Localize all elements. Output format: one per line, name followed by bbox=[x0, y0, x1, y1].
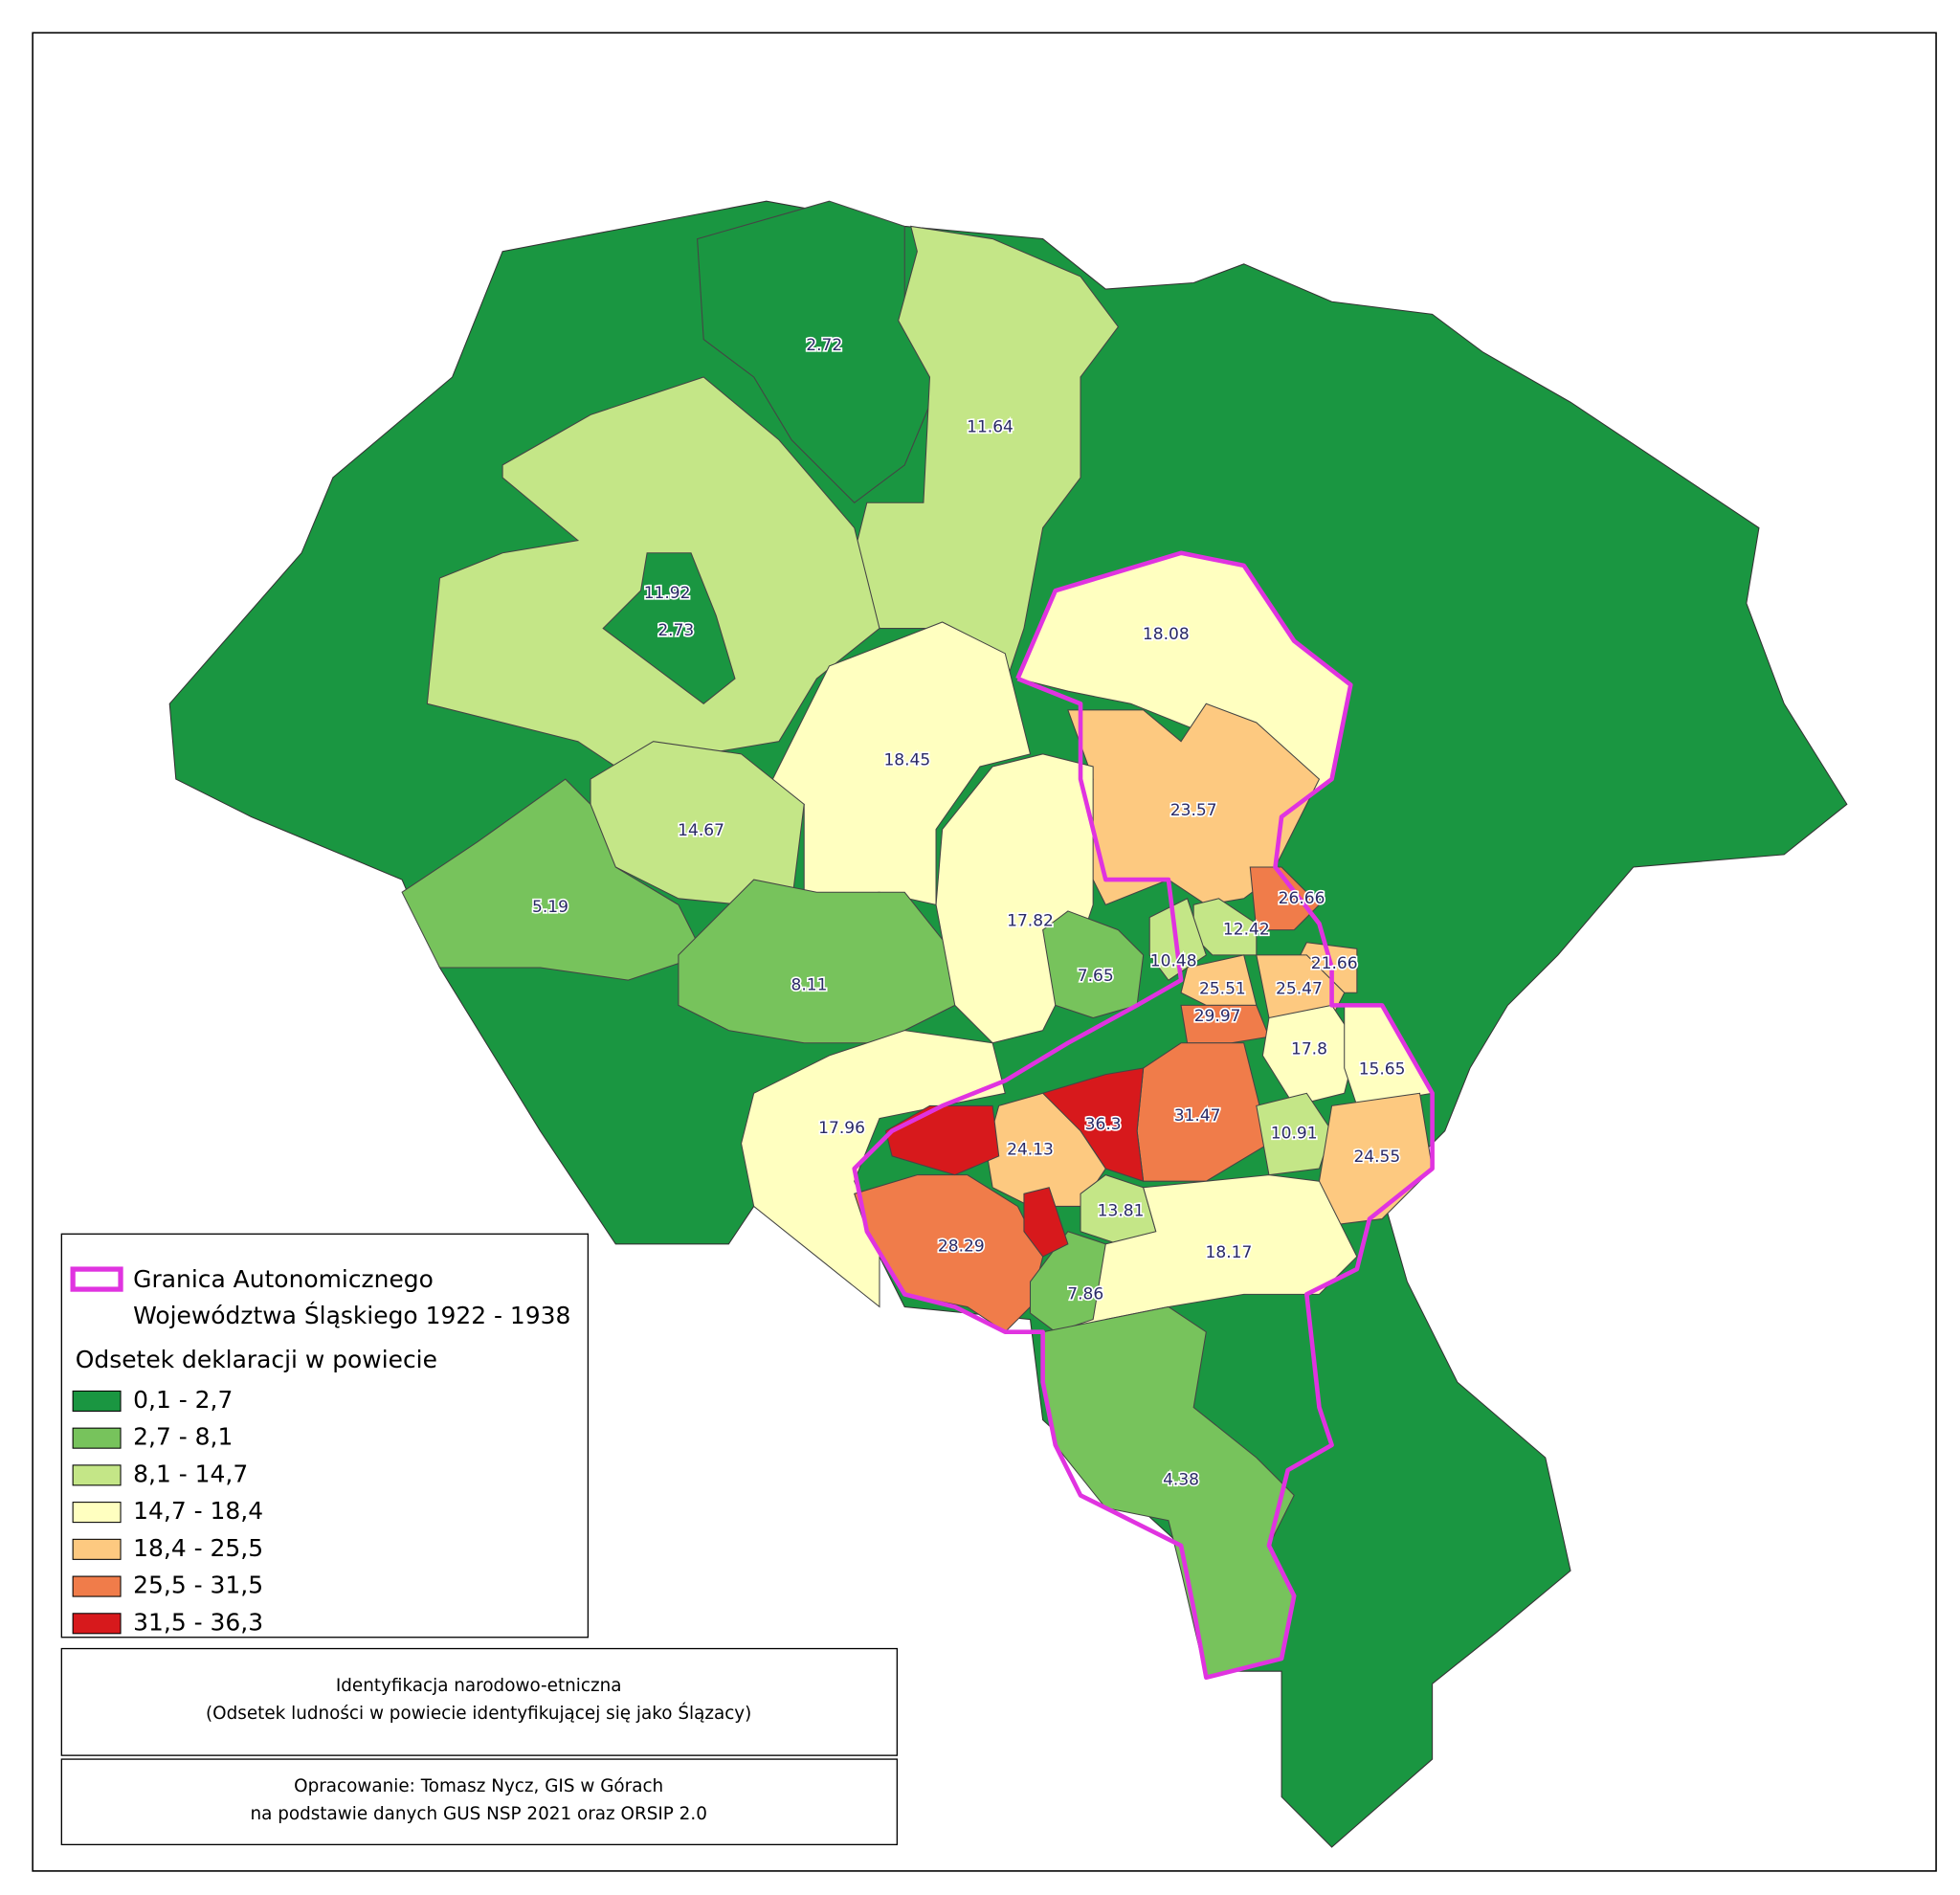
county-value: 24.13 bbox=[1007, 1140, 1054, 1159]
county-value: 18.08 bbox=[1143, 625, 1190, 644]
county-value: 12.42 bbox=[1223, 921, 1270, 940]
county-value: 7.86 bbox=[1067, 1284, 1103, 1304]
caption-line: (Odsetek ludności w powiecie identyfikuj… bbox=[206, 1703, 751, 1724]
legend-swatch bbox=[72, 1427, 122, 1449]
county-value: 10.48 bbox=[1150, 951, 1197, 970]
legend-label: 2,7 - 8,1 bbox=[133, 1423, 233, 1451]
legend-swatch bbox=[72, 1538, 122, 1560]
county bbox=[1029, 1231, 1106, 1333]
county-value: 24.55 bbox=[1353, 1148, 1400, 1167]
county bbox=[1180, 1004, 1270, 1044]
credits-box bbox=[60, 1758, 899, 1846]
county-value: 25.51 bbox=[1199, 979, 1246, 998]
caption-line: Identyfikacja narodowo-etniczna bbox=[336, 1676, 622, 1696]
legend-label: 31,5 - 36,3 bbox=[133, 1608, 263, 1636]
legend-boundary-swatch bbox=[70, 1266, 123, 1292]
legend-title: Odsetek deklaracji w powiecie bbox=[76, 1346, 437, 1373]
autonomy-boundary bbox=[852, 550, 1435, 1681]
county-value: 11.92 bbox=[644, 584, 691, 603]
county-value: 5.19 bbox=[532, 898, 568, 917]
legend-swatch bbox=[72, 1390, 122, 1412]
region-labels: 2.72 11.64 11.92 2.73 18.08 18.45 23.57 14.67 5.… bbox=[530, 335, 1407, 1492]
legend-boundary-label: Województwa Śląskiego 1922 - 1938 bbox=[133, 1301, 570, 1329]
county-value: 18.17 bbox=[1206, 1243, 1253, 1262]
legend-boundary-label: Granica Autonomicznego bbox=[133, 1265, 434, 1293]
county-value: 18.45 bbox=[883, 750, 930, 769]
legend-swatch bbox=[72, 1464, 122, 1486]
county-value: 31.47 bbox=[1174, 1106, 1221, 1126]
county-value: 17.82 bbox=[1007, 911, 1054, 930]
caption-box bbox=[60, 1647, 899, 1756]
county-value: 7.65 bbox=[1078, 967, 1114, 986]
county-value: 23.57 bbox=[1170, 801, 1217, 820]
county-unlabeled bbox=[884, 1104, 1000, 1176]
county-value: 25.47 bbox=[1276, 979, 1323, 998]
county bbox=[697, 200, 937, 503]
legend-label: 14,7 - 18,4 bbox=[133, 1497, 263, 1525]
county-value: 28.29 bbox=[938, 1237, 985, 1256]
county-value: 14.67 bbox=[678, 821, 724, 840]
county-value: 11.64 bbox=[967, 417, 1013, 436]
legend-label: 25,5 - 31,5 bbox=[133, 1572, 263, 1599]
county-value: 10.91 bbox=[1271, 1124, 1318, 1143]
legend-label: 0,1 - 2,7 bbox=[133, 1386, 233, 1414]
legend-swatch bbox=[72, 1575, 122, 1597]
legend: Granica Autonomicznego Województwa Śląsk… bbox=[60, 1233, 590, 1639]
county bbox=[602, 552, 736, 704]
county-value: 4.38 bbox=[1163, 1471, 1199, 1490]
county bbox=[401, 778, 704, 981]
legend-swatch bbox=[72, 1502, 122, 1524]
county-value: 29.97 bbox=[1194, 1007, 1241, 1026]
county-value: 21.66 bbox=[1311, 954, 1358, 973]
county bbox=[741, 1030, 1006, 1308]
credits-line: na podstawie danych GUS NSP 2021 oraz OR… bbox=[250, 1804, 706, 1824]
county-unlabeled bbox=[1023, 1187, 1069, 1258]
county-value: 13.81 bbox=[1098, 1202, 1145, 1221]
county-value: 2.72 bbox=[806, 336, 842, 355]
county-value: 26.66 bbox=[1279, 889, 1325, 908]
county-value: 15.65 bbox=[1359, 1059, 1406, 1079]
county-value: 8.11 bbox=[791, 975, 827, 994]
legend-swatch bbox=[72, 1613, 122, 1635]
county bbox=[1042, 910, 1145, 1019]
county-value: 17.8 bbox=[1291, 1039, 1327, 1059]
county-value: 2.73 bbox=[657, 621, 694, 640]
regions bbox=[401, 200, 1434, 1679]
legend-box bbox=[60, 1233, 590, 1639]
legend-label: 18,4 - 25,5 bbox=[133, 1534, 263, 1562]
county-value: 36.3 bbox=[1085, 1115, 1122, 1134]
credits-line: Opracowanie: Tomasz Nycz, GIS w Górach bbox=[294, 1776, 663, 1796]
legend-label: 8,1 - 14,7 bbox=[133, 1460, 248, 1487]
county-value: 17.96 bbox=[818, 1119, 865, 1138]
